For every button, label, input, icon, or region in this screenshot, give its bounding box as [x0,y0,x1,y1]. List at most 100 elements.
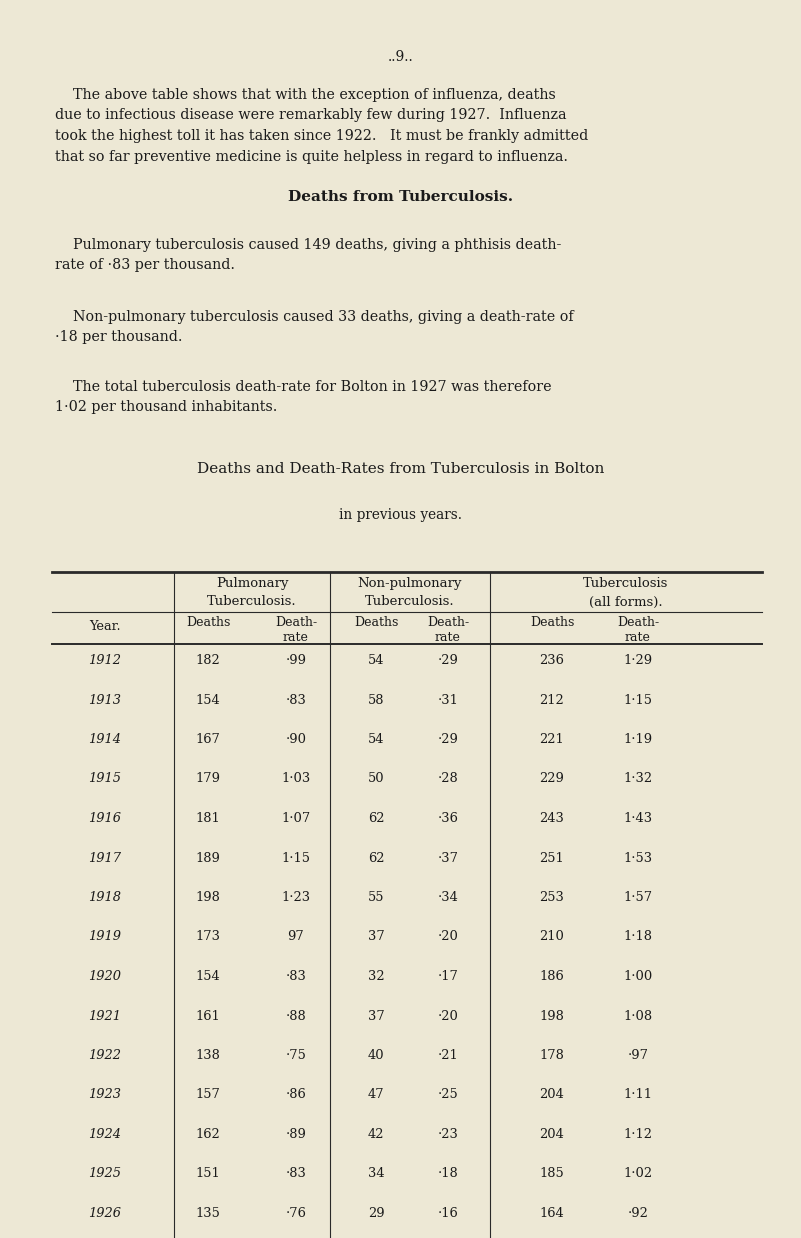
Text: 185: 185 [540,1167,565,1181]
Text: 1919: 1919 [88,931,122,943]
Text: 62: 62 [368,812,384,825]
Text: 1924: 1924 [88,1128,122,1141]
Text: 253: 253 [540,891,565,904]
Text: 198: 198 [540,1009,565,1023]
Text: 1917: 1917 [88,852,122,864]
Text: 47: 47 [368,1088,384,1102]
Text: 1·32: 1·32 [623,773,653,785]
Text: ..9..: ..9.. [388,50,413,64]
Text: ·97: ·97 [627,1049,649,1062]
Text: 204: 204 [540,1088,565,1102]
Text: Deaths: Deaths [354,617,398,629]
Text: 212: 212 [540,693,565,707]
Text: 204: 204 [540,1128,565,1141]
Text: 1926: 1926 [88,1207,122,1219]
Text: 1920: 1920 [88,971,122,983]
Text: 236: 236 [540,654,565,667]
Text: Deaths from Tuberculosis.: Deaths from Tuberculosis. [288,189,513,204]
Text: Non-pulmonary tuberculosis caused 33 deaths, giving a death-rate of: Non-pulmonary tuberculosis caused 33 dea… [55,310,574,324]
Text: 1·53: 1·53 [623,852,653,864]
Text: ·31: ·31 [437,693,458,707]
Text: 54: 54 [368,733,384,747]
Text: ·76: ·76 [286,1207,307,1219]
Text: ·20: ·20 [437,931,458,943]
Text: ·36: ·36 [437,812,458,825]
Text: ·25: ·25 [437,1088,458,1102]
Text: 1915: 1915 [88,773,122,785]
Text: 1·02 per thousand inhabitants.: 1·02 per thousand inhabitants. [55,401,277,415]
Text: 1·15: 1·15 [623,693,653,707]
Text: 221: 221 [540,733,565,747]
Text: ·20: ·20 [437,1009,458,1023]
Text: 1912: 1912 [88,654,122,667]
Text: 1·23: 1·23 [281,891,311,904]
Text: 1·00: 1·00 [623,971,653,983]
Text: Death-
rate: Death- rate [275,617,317,645]
Text: ·88: ·88 [286,1009,306,1023]
Text: 1·19: 1·19 [623,733,653,747]
Text: 1·03: 1·03 [281,773,311,785]
Text: ·21: ·21 [437,1049,458,1062]
Text: ·89: ·89 [286,1128,307,1141]
Text: Deaths and Death-Rates from Tuberculosis in Bolton: Deaths and Death-Rates from Tuberculosis… [197,462,604,475]
Text: Tuberculosis.: Tuberculosis. [207,595,297,609]
Text: 164: 164 [540,1207,565,1219]
Text: 1918: 1918 [88,891,122,904]
Text: 1·18: 1·18 [623,931,653,943]
Text: ·83: ·83 [286,1167,307,1181]
Text: 58: 58 [368,693,384,707]
Text: 37: 37 [368,1009,384,1023]
Text: 1·57: 1·57 [623,891,653,904]
Text: ·86: ·86 [286,1088,306,1102]
Text: 34: 34 [368,1167,384,1181]
Text: 42: 42 [368,1128,384,1141]
Text: 210: 210 [540,931,565,943]
Text: ·34: ·34 [437,891,458,904]
Text: 181: 181 [195,812,220,825]
Text: 40: 40 [368,1049,384,1062]
Text: 157: 157 [195,1088,220,1102]
Text: 55: 55 [368,891,384,904]
Text: 154: 154 [195,693,220,707]
Text: Death-
rate: Death- rate [617,617,659,645]
Text: 1914: 1914 [88,733,122,747]
Text: 1916: 1916 [88,812,122,825]
Text: in previous years.: in previous years. [339,508,462,522]
Text: 179: 179 [195,773,220,785]
Text: ·28: ·28 [437,773,458,785]
Text: Deaths: Deaths [529,617,574,629]
Text: 1921: 1921 [88,1009,122,1023]
Text: 29: 29 [368,1207,384,1219]
Text: 32: 32 [368,971,384,983]
Text: ·18: ·18 [437,1167,458,1181]
Text: 151: 151 [195,1167,220,1181]
Text: 162: 162 [195,1128,220,1141]
Text: rate of ·83 per thousand.: rate of ·83 per thousand. [55,259,235,272]
Text: took the highest toll it has taken since 1922.   It must be frankly admitted: took the highest toll it has taken since… [55,129,588,144]
Text: 1925: 1925 [88,1167,122,1181]
Text: ·83: ·83 [286,971,307,983]
Text: 1913: 1913 [88,693,122,707]
Text: due to infectious disease were remarkably few during 1927.  Influenza: due to infectious disease were remarkabl… [55,109,566,123]
Text: 251: 251 [540,852,565,864]
Text: 178: 178 [540,1049,565,1062]
Text: 62: 62 [368,852,384,864]
Text: Pulmonary: Pulmonary [215,577,288,591]
Text: 1923: 1923 [88,1088,122,1102]
Text: 1·02: 1·02 [623,1167,653,1181]
Text: 1922: 1922 [88,1049,122,1062]
Text: ·23: ·23 [437,1128,458,1141]
Text: ·29: ·29 [437,654,458,667]
Text: 135: 135 [195,1207,220,1219]
Text: 1·15: 1·15 [281,852,311,864]
Text: 167: 167 [195,733,220,747]
Text: 229: 229 [540,773,565,785]
Text: 50: 50 [368,773,384,785]
Text: 1·29: 1·29 [623,654,653,667]
Text: The total tuberculosis death-rate for Bolton in 1927 was therefore: The total tuberculosis death-rate for Bo… [55,380,552,394]
Text: 1·07: 1·07 [281,812,311,825]
Text: ·90: ·90 [285,733,307,747]
Text: ·92: ·92 [627,1207,649,1219]
Text: 173: 173 [195,931,220,943]
Text: ·17: ·17 [437,971,458,983]
